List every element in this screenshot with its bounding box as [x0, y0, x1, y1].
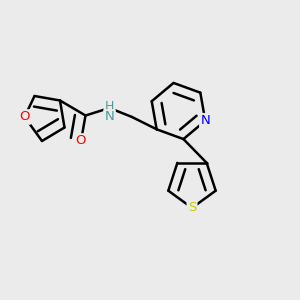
Text: S: S	[188, 201, 196, 214]
Text: O: O	[20, 110, 30, 124]
Text: N: N	[200, 114, 210, 127]
Text: O: O	[76, 134, 86, 148]
Text: H: H	[105, 100, 114, 113]
Text: N: N	[105, 110, 114, 124]
